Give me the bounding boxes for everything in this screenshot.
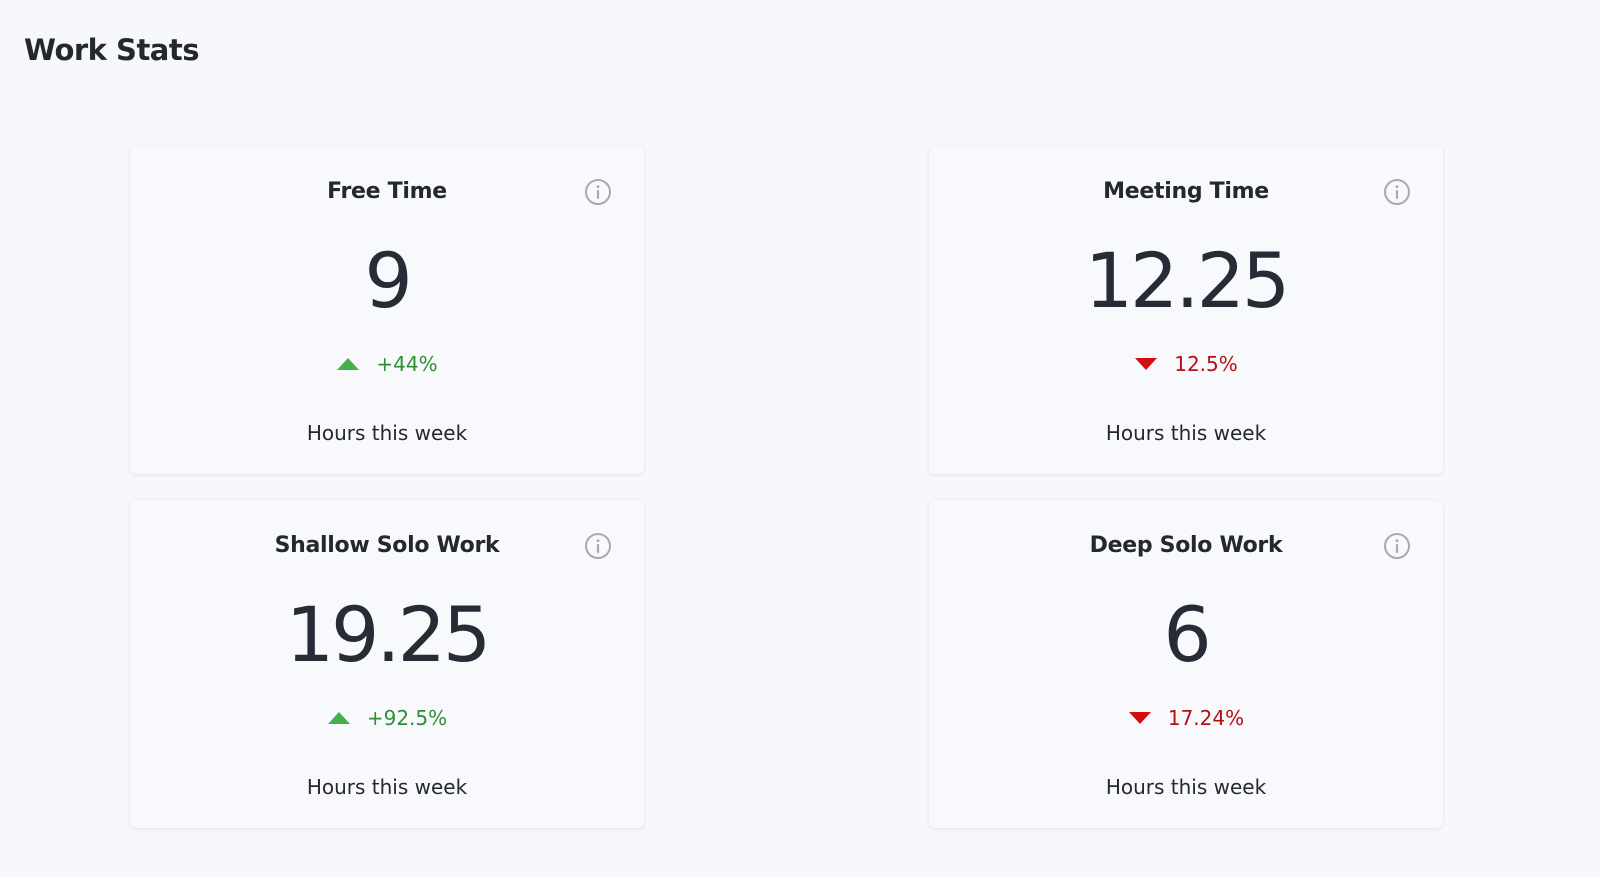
stat-caption: Hours this week — [1105, 421, 1267, 445]
triangle-down-icon — [1128, 711, 1152, 725]
trend-indicator: 17.24% — [929, 704, 1443, 732]
trend-percent: 12.5% — [1174, 352, 1238, 376]
card-title: Deep Solo Work — [1089, 533, 1283, 558]
stat-value: 9 — [364, 236, 412, 325]
info-circle-icon[interactable] — [584, 532, 612, 560]
card-title: Free Time — [327, 179, 447, 204]
trend-percent: +44% — [376, 352, 438, 376]
info-circle-icon[interactable] — [584, 178, 612, 206]
page-title: Work Stats — [24, 33, 200, 67]
stat-caption: Hours this week — [306, 775, 468, 799]
triangle-up-icon — [327, 711, 351, 725]
card-title: Meeting Time — [1103, 179, 1269, 204]
trend-percent: 17.24% — [1167, 706, 1245, 730]
stat-card-meeting-time: Meeting Time 12.25 12.5% Hours this week — [929, 146, 1443, 474]
stat-value: 12.25 — [1084, 236, 1291, 325]
stat-caption: Hours this week — [306, 421, 468, 445]
stat-card-deep-solo-work: Deep Solo Work 6 17.24% Hours this week — [929, 500, 1443, 828]
triangle-up-icon — [336, 357, 360, 371]
info-circle-icon[interactable] — [1383, 178, 1411, 206]
stat-value: 19.25 — [285, 590, 492, 679]
trend-percent: +92.5% — [366, 706, 448, 730]
triangle-down-icon — [1134, 357, 1158, 371]
info-circle-icon[interactable] — [1383, 532, 1411, 560]
stat-card-free-time: Free Time 9 +44% Hours this week — [130, 146, 644, 474]
stat-card-shallow-solo-work: Shallow Solo Work 19.25 +92.5% Hours thi… — [130, 500, 644, 828]
stat-value: 6 — [1163, 590, 1211, 679]
trend-indicator: +92.5% — [130, 704, 644, 732]
trend-indicator: +44% — [130, 350, 644, 378]
trend-indicator: 12.5% — [929, 350, 1443, 378]
card-title: Shallow Solo Work — [274, 533, 500, 558]
stat-caption: Hours this week — [1105, 775, 1267, 799]
